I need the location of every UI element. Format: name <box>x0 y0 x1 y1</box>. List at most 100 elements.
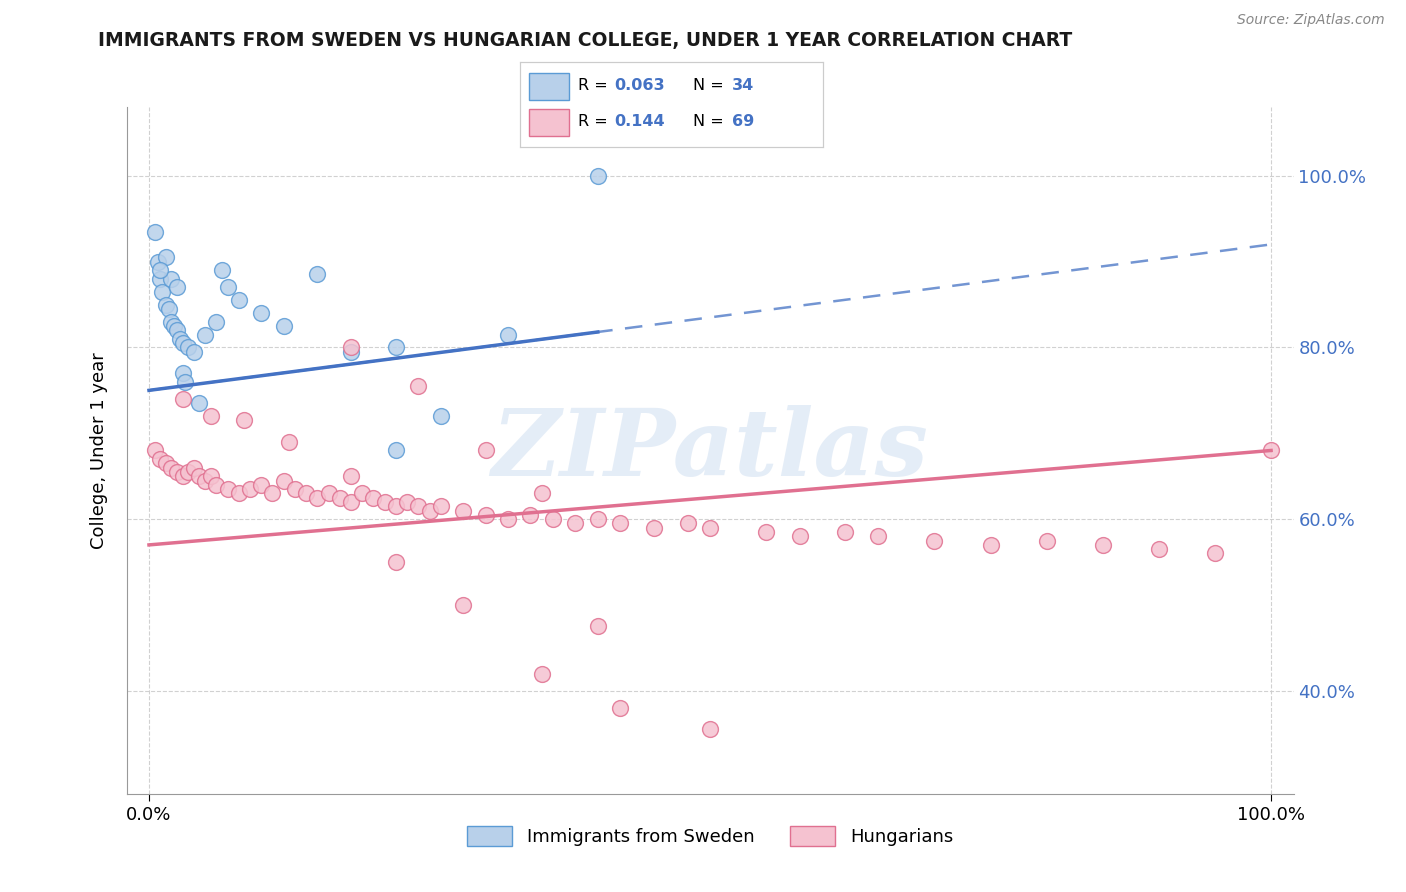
Point <box>273 474 295 488</box>
Point <box>250 478 273 492</box>
Point <box>250 306 273 320</box>
Point <box>519 508 541 522</box>
Point <box>474 508 496 522</box>
FancyBboxPatch shape <box>529 72 568 100</box>
Point <box>385 500 408 514</box>
Point <box>340 340 363 354</box>
Point <box>352 486 374 500</box>
Point <box>541 512 564 526</box>
Point <box>307 491 329 505</box>
Text: N =: N = <box>693 114 728 129</box>
Point <box>278 434 301 449</box>
Text: 69: 69 <box>731 114 754 129</box>
Point <box>340 344 363 359</box>
Point <box>143 225 166 239</box>
Text: 0.063: 0.063 <box>614 78 665 93</box>
Point <box>169 332 191 346</box>
Point <box>385 555 408 569</box>
Point <box>172 366 194 380</box>
Point <box>385 340 408 354</box>
Point <box>172 392 194 406</box>
Point <box>188 396 211 410</box>
Point <box>496 512 519 526</box>
Point <box>149 452 172 467</box>
Point <box>396 495 419 509</box>
Point <box>160 271 183 285</box>
Point <box>166 280 188 294</box>
Point <box>200 409 222 424</box>
Text: R =: R = <box>578 114 613 129</box>
Point <box>228 486 250 500</box>
Point <box>429 409 451 424</box>
Point <box>374 495 396 509</box>
Point <box>183 344 205 359</box>
Point <box>143 443 166 458</box>
Point <box>586 169 609 183</box>
Point <box>451 598 474 612</box>
Point <box>172 336 194 351</box>
Point <box>474 443 496 458</box>
Point <box>284 482 307 496</box>
Point <box>239 482 262 496</box>
Point <box>211 263 233 277</box>
Point <box>146 254 169 268</box>
Point <box>586 512 609 526</box>
Point <box>1091 538 1114 552</box>
Point <box>217 482 239 496</box>
Text: Source: ZipAtlas.com: Source: ZipAtlas.com <box>1237 13 1385 28</box>
Point <box>643 521 665 535</box>
Text: N =: N = <box>693 78 728 93</box>
Point <box>385 443 408 458</box>
Point <box>609 516 631 531</box>
Legend: Immigrants from Sweden, Hungarians: Immigrants from Sweden, Hungarians <box>460 819 960 854</box>
Point <box>868 529 890 543</box>
Point <box>980 538 1002 552</box>
Point <box>183 460 205 475</box>
Point <box>166 323 188 337</box>
Point <box>1147 542 1170 557</box>
Point <box>451 503 474 517</box>
Point <box>340 469 363 483</box>
Point <box>262 486 284 500</box>
Point <box>205 478 228 492</box>
Point <box>155 456 177 470</box>
Text: 34: 34 <box>731 78 754 93</box>
Point <box>228 293 250 308</box>
Point <box>1035 533 1057 548</box>
Point <box>273 318 295 333</box>
Point <box>1260 443 1282 458</box>
Point <box>609 701 631 715</box>
Point <box>307 268 329 282</box>
Point <box>530 486 553 500</box>
Point <box>160 460 183 475</box>
Point <box>152 285 174 299</box>
Point <box>755 524 778 539</box>
Point <box>318 486 340 500</box>
Point <box>194 474 217 488</box>
Point <box>149 271 172 285</box>
FancyBboxPatch shape <box>529 109 568 136</box>
Point <box>699 723 721 737</box>
Point <box>149 263 172 277</box>
Point <box>172 469 194 483</box>
Point <box>163 318 186 333</box>
Point <box>177 340 200 354</box>
Point <box>155 250 177 264</box>
Text: ZIPatlas: ZIPatlas <box>492 406 928 495</box>
Point <box>418 503 440 517</box>
Text: IMMIGRANTS FROM SWEDEN VS HUNGARIAN COLLEGE, UNDER 1 YEAR CORRELATION CHART: IMMIGRANTS FROM SWEDEN VS HUNGARIAN COLL… <box>98 31 1073 50</box>
Point <box>177 465 200 479</box>
Point <box>789 529 811 543</box>
Point <box>329 491 352 505</box>
Point <box>924 533 946 548</box>
Point <box>166 465 188 479</box>
Point <box>295 486 318 500</box>
Point <box>174 375 197 389</box>
Point <box>157 301 180 316</box>
Text: 0.144: 0.144 <box>614 114 665 129</box>
Point <box>429 500 451 514</box>
Point <box>530 666 553 681</box>
Point <box>586 619 609 633</box>
Point <box>699 521 721 535</box>
Point <box>676 516 699 531</box>
